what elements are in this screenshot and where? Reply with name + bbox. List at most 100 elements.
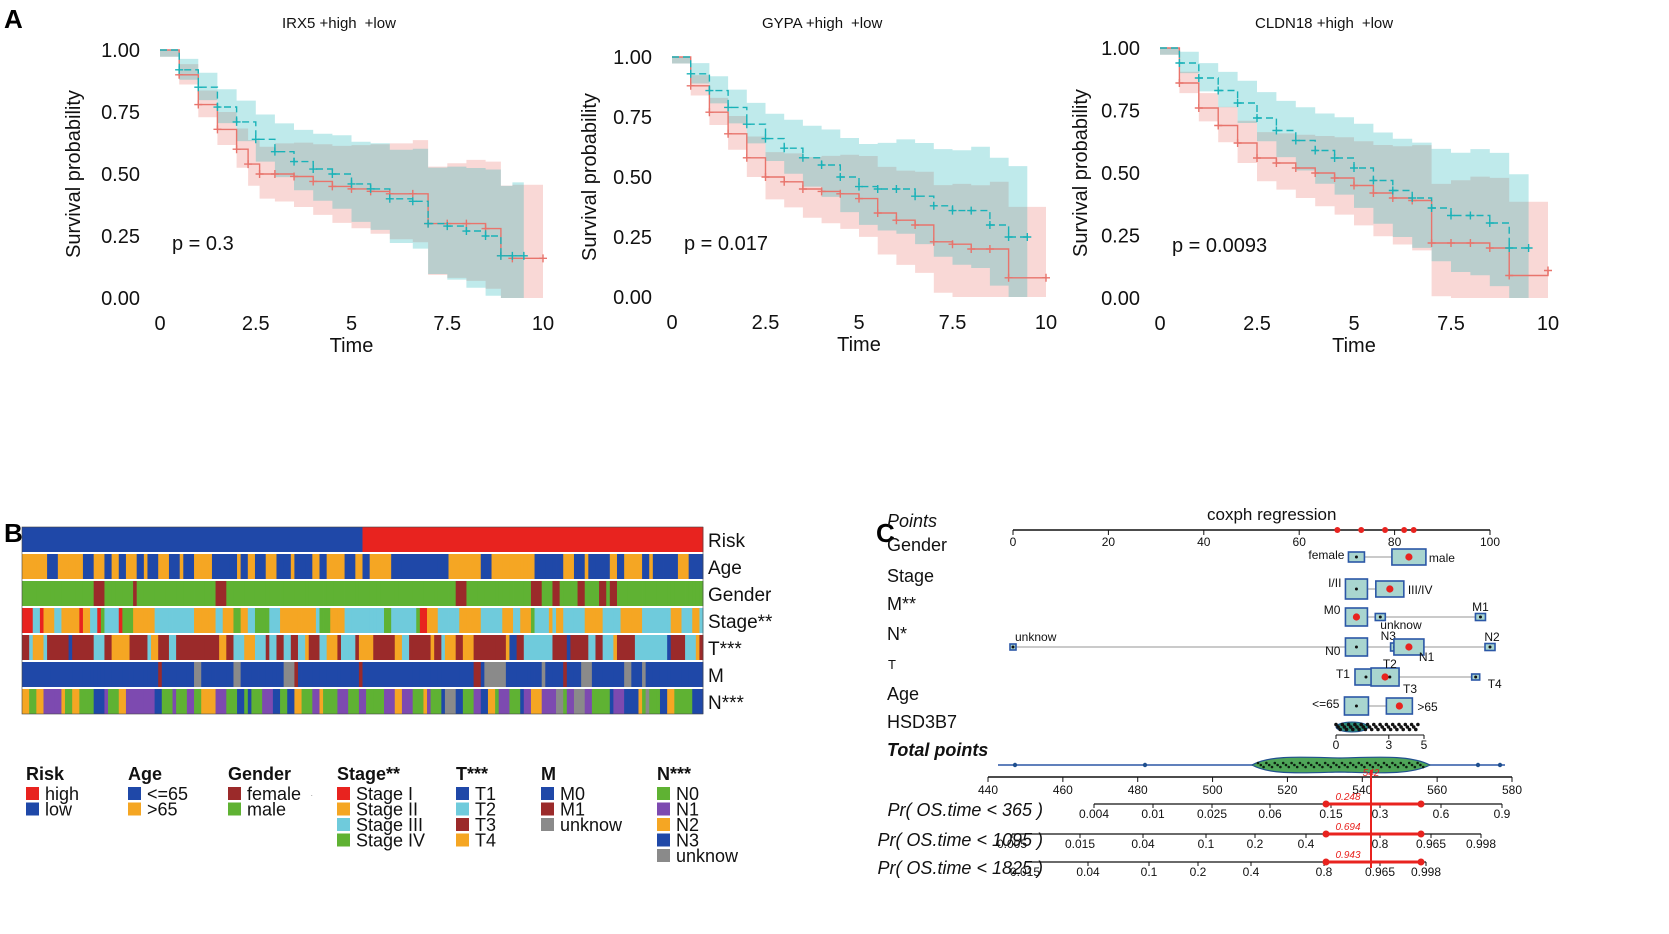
heatmap-cell xyxy=(136,581,145,606)
heatmap-cell xyxy=(595,554,607,579)
hsd3b7-dot xyxy=(1359,722,1363,727)
category-point xyxy=(1395,702,1403,710)
heatmap-cell xyxy=(556,554,564,579)
probability-tick-label: 0.8 xyxy=(1316,865,1333,879)
heatmap-cell xyxy=(685,581,690,606)
legend-swatch xyxy=(657,787,670,800)
km-y-tick-label: 0.50 xyxy=(613,167,652,189)
heatmap-cell xyxy=(86,689,95,714)
heatmap-cell xyxy=(581,662,593,687)
heatmap-cell xyxy=(283,581,295,606)
heatmap-cell xyxy=(437,608,449,633)
heatmap-cell xyxy=(448,581,457,606)
heatmap-cell xyxy=(670,581,675,606)
km-censor-mark-high xyxy=(1369,189,1378,197)
km-censor-mark-high xyxy=(985,245,994,253)
heatmap-cell xyxy=(538,662,543,687)
nomogram-row-label: T xyxy=(888,657,896,672)
hsd3b7-dot xyxy=(1340,722,1345,727)
heatmap-cell xyxy=(667,581,672,606)
total-points-dot xyxy=(1374,761,1377,765)
heatmap-cell xyxy=(444,635,457,660)
heatmap-cell xyxy=(47,554,59,579)
heatmap-cell xyxy=(656,608,668,633)
total-points-dot xyxy=(1396,765,1400,769)
heatmap-cell xyxy=(297,608,302,633)
legend-swatch xyxy=(541,787,554,800)
probability-tick-label: 0.005 xyxy=(997,837,1027,851)
heatmap-cell xyxy=(283,635,292,660)
heatmap-cell xyxy=(22,554,26,579)
heatmap-cell xyxy=(556,689,564,714)
heatmap-cell xyxy=(143,689,152,714)
heatmap-cell xyxy=(65,689,73,714)
total-points-dot xyxy=(1304,765,1307,769)
km-censor-mark-low xyxy=(1311,146,1320,155)
km-legend-gene: IRX5 xyxy=(282,15,320,32)
heatmap-cell xyxy=(254,635,267,660)
heatmap-cell xyxy=(527,662,532,687)
km-censor-mark-low xyxy=(761,134,770,143)
legend-swatch xyxy=(228,802,241,816)
heatmap-cell xyxy=(649,554,654,579)
legend-swatch xyxy=(128,787,141,800)
heatmap-cell xyxy=(244,635,256,660)
heatmap-cell xyxy=(373,608,378,633)
heatmap-cell xyxy=(287,608,299,633)
km-y-tick-label: 0.75 xyxy=(613,107,652,129)
heatmap-cell xyxy=(104,635,113,660)
heatmap-row-label: Risk xyxy=(708,531,745,552)
heatmap-cell xyxy=(208,689,216,714)
km-censor-mark-low xyxy=(408,197,417,206)
km-ci-band-high xyxy=(672,57,1046,297)
heatmap-cell xyxy=(459,608,467,633)
heatmap-cell xyxy=(434,635,442,660)
heatmap-cell xyxy=(47,635,59,660)
heatmap-cell xyxy=(211,581,216,606)
km-censor-mark-low xyxy=(1253,114,1261,122)
heatmap-cell xyxy=(165,662,177,687)
km-y-tick-label: 0.00 xyxy=(101,288,140,310)
heatmap-cell xyxy=(65,662,73,687)
heatmap-cell xyxy=(455,635,464,660)
heatmap-cell xyxy=(595,608,604,633)
heatmap-cell xyxy=(194,554,199,579)
legend-swatch xyxy=(337,787,350,800)
probability-tick-label: 0.04 xyxy=(1131,837,1155,851)
km-censor-mark-high xyxy=(1388,194,1397,202)
heatmap-cell xyxy=(470,554,482,579)
heatmap-cell xyxy=(527,554,535,579)
probability-tick-label: 0.965 xyxy=(1365,865,1395,879)
heatmap-cell xyxy=(176,689,188,714)
heatmap-cell xyxy=(272,662,277,687)
hsd3b7-dot xyxy=(1416,722,1420,727)
probability-ci-end xyxy=(1322,858,1330,866)
heatmap-cell xyxy=(534,608,539,633)
km-p-value: p = 0.0093 xyxy=(1172,235,1267,257)
km-censor-mark-low xyxy=(1291,136,1300,145)
heatmap-cell xyxy=(43,689,55,714)
total-points-dot xyxy=(1421,765,1425,769)
heatmap-cell xyxy=(674,581,682,606)
heatmap-cell xyxy=(280,608,288,633)
total-points-dot xyxy=(1318,763,1321,767)
total-points-dot xyxy=(1281,761,1285,765)
heatmap-row-label: T*** xyxy=(708,639,742,660)
hsd3b7-dot xyxy=(1393,725,1397,729)
legend-swatch xyxy=(26,802,39,816)
heatmap-cell xyxy=(473,662,482,687)
heatmap-cell xyxy=(699,635,704,660)
heatmap-cell xyxy=(140,635,148,660)
km-censor-mark-high xyxy=(892,216,901,225)
heatmap-cell xyxy=(68,635,73,660)
total-points-dot xyxy=(1265,761,1268,765)
heatmap-cell xyxy=(566,689,575,714)
km-y-tick-label: 0.25 xyxy=(613,227,652,249)
heatmap-cell xyxy=(570,635,575,660)
total-points-dot xyxy=(1385,763,1389,767)
km-censor-mark-high xyxy=(817,187,826,196)
legend-title: Risk xyxy=(26,764,65,784)
total-points-tick-label: 500 xyxy=(1203,783,1223,797)
heatmap-cell xyxy=(194,608,202,633)
